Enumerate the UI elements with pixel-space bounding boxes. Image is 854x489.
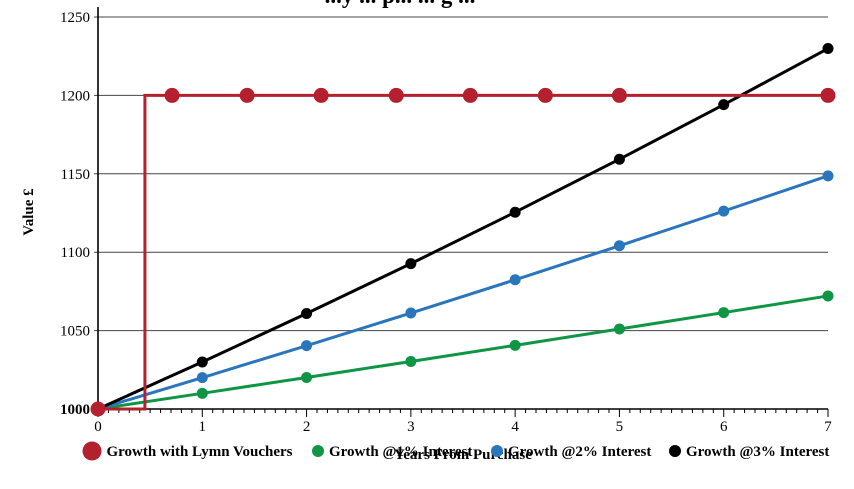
data-point [164, 87, 180, 103]
data-point [405, 355, 417, 367]
data-point [405, 307, 417, 319]
x-tick-label: 2 [303, 419, 311, 435]
x-axis-ticks: 0 1 2 3 4 5 6 7 [94, 409, 832, 435]
legend-label: Growth with Lymn Vouchers [107, 444, 293, 460]
data-point [718, 205, 730, 217]
x-tick-label: 0 [94, 419, 102, 435]
data-point [462, 87, 478, 103]
data-point [611, 87, 627, 103]
data-point [301, 340, 313, 352]
data-point [301, 371, 313, 383]
data-point [196, 387, 208, 399]
data-point [196, 372, 208, 384]
legend-marker [82, 441, 102, 461]
data-point [718, 99, 730, 111]
data-point [718, 307, 730, 319]
series-line [98, 93, 828, 411]
data-point [313, 87, 329, 103]
data-point [613, 323, 625, 335]
data-point [613, 240, 625, 252]
x-tick-label: 6 [720, 419, 728, 435]
legend: Growth with Lymn Vouchers Growth @1% Inte… [82, 441, 829, 461]
legend-label: Growth @2% Interest [508, 444, 651, 460]
x-tick-label: 1 [199, 419, 207, 435]
y-axis-ticks: 1000 1050 1100 1150 1200 1250 [60, 10, 90, 418]
y-tick-label: 1100 [61, 245, 90, 261]
x-tick-label: 7 [824, 419, 832, 435]
chart-title: ...y ... p... ... g ... [325, 0, 476, 8]
y-tick-label: 1150 [61, 167, 90, 183]
legend-marker [312, 445, 324, 457]
series-line [97, 174, 829, 411]
data-point [822, 43, 834, 55]
y-tick-label: 1050 [60, 324, 90, 340]
legend-label: Growth @3% Interest [686, 444, 829, 460]
x-tick-label: 4 [511, 419, 519, 435]
data-point [239, 87, 255, 103]
series-group [90, 43, 836, 417]
y-tick-label: 1200 [60, 88, 90, 104]
data-point [537, 87, 553, 103]
data-point [90, 401, 106, 417]
legend-label: Growth @1% Interest [329, 444, 472, 460]
data-point [388, 87, 404, 103]
legend-marker [491, 445, 503, 457]
x-tick-label: 3 [407, 419, 415, 435]
data-point [509, 206, 521, 218]
gridlines [94, 7, 828, 410]
data-point [822, 290, 834, 302]
data-point [196, 356, 208, 368]
data-point [301, 308, 313, 320]
y-axis-label: Value £ [21, 188, 37, 236]
data-point [405, 258, 417, 270]
data-point [820, 87, 836, 103]
series-line [97, 47, 829, 411]
data-point [509, 274, 521, 286]
y-tick-label: 1000 [60, 402, 90, 418]
x-tick-label: 5 [616, 419, 624, 435]
series-line [97, 294, 829, 411]
data-point [822, 170, 834, 182]
legend-marker [669, 445, 681, 457]
y-tick-label: 1250 [60, 10, 90, 26]
data-point [613, 153, 625, 165]
data-point [509, 339, 521, 351]
